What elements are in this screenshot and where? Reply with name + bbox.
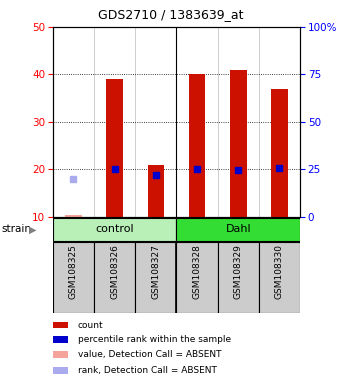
FancyBboxPatch shape: [259, 242, 300, 313]
Bar: [189, 74, 205, 217]
Bar: [65, 215, 82, 217]
Text: rank, Detection Call = ABSENT: rank, Detection Call = ABSENT: [78, 366, 217, 375]
Text: GDS2710 / 1383639_at: GDS2710 / 1383639_at: [98, 8, 243, 21]
FancyBboxPatch shape: [177, 218, 300, 241]
FancyBboxPatch shape: [53, 218, 177, 241]
Text: GSM108325: GSM108325: [69, 244, 78, 299]
Bar: [53, 322, 68, 328]
Text: strain: strain: [2, 224, 32, 235]
Text: GSM108327: GSM108327: [151, 244, 160, 299]
Bar: [53, 367, 68, 374]
Text: Dahl: Dahl: [225, 224, 251, 234]
Bar: [230, 70, 247, 217]
Text: GSM108328: GSM108328: [193, 244, 202, 299]
Text: GSM108326: GSM108326: [110, 244, 119, 299]
Bar: [53, 351, 68, 358]
Bar: [148, 165, 164, 217]
Bar: [53, 336, 68, 343]
FancyBboxPatch shape: [53, 242, 94, 313]
Bar: [106, 79, 123, 217]
Text: value, Detection Call = ABSENT: value, Detection Call = ABSENT: [78, 350, 221, 359]
Text: GSM108330: GSM108330: [275, 244, 284, 299]
Text: percentile rank within the sample: percentile rank within the sample: [78, 335, 231, 344]
FancyBboxPatch shape: [94, 242, 135, 313]
Text: ▶: ▶: [29, 224, 36, 235]
Bar: [271, 89, 288, 217]
Text: GSM108329: GSM108329: [234, 244, 243, 299]
Text: control: control: [95, 224, 134, 234]
FancyBboxPatch shape: [218, 242, 259, 313]
FancyBboxPatch shape: [177, 242, 218, 313]
FancyBboxPatch shape: [135, 242, 177, 313]
Text: count: count: [78, 321, 103, 329]
